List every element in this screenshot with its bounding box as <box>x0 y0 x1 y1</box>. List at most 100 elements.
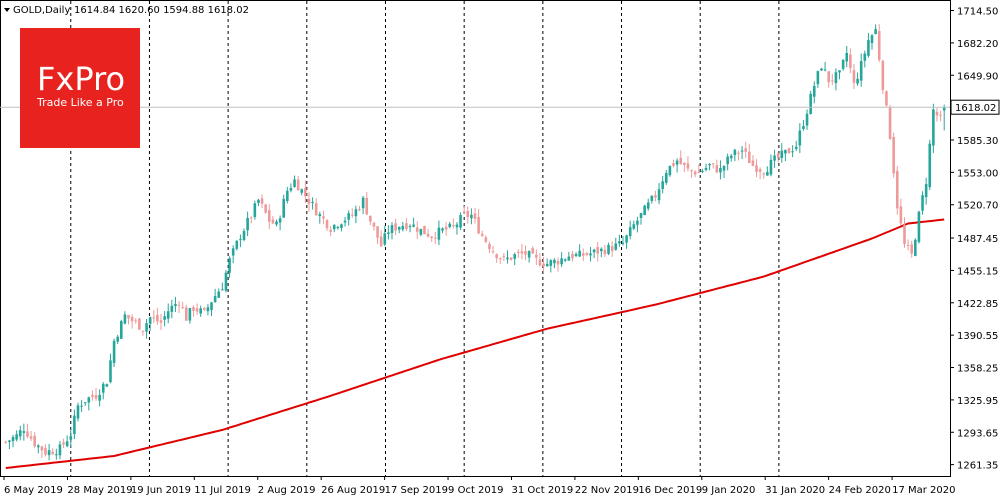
candle-body <box>506 257 509 260</box>
candle-body <box>498 258 502 260</box>
candle <box>419 228 423 237</box>
x-tick-label: 22 Nov 2019 <box>575 485 639 496</box>
candle <box>369 215 372 226</box>
candle-body <box>733 149 737 156</box>
candle <box>300 188 304 196</box>
candle <box>462 205 466 214</box>
candle <box>199 305 203 317</box>
candle <box>773 149 776 168</box>
candle <box>722 165 726 178</box>
candle <box>336 225 340 230</box>
candle <box>394 218 397 236</box>
candle-body <box>585 253 589 255</box>
candle-body <box>322 216 325 219</box>
candle-body <box>419 228 423 235</box>
candle <box>112 338 116 367</box>
candle-body <box>62 442 65 445</box>
candle <box>737 150 740 161</box>
candle-body <box>827 71 831 83</box>
candle-body <box>776 153 780 158</box>
candle-body <box>405 223 408 230</box>
candle <box>867 32 870 58</box>
x-tick-label: 31 Jan 2020 <box>765 485 825 496</box>
candle-body <box>40 446 44 451</box>
candle-body <box>166 311 170 319</box>
candle-body <box>423 225 426 235</box>
candle <box>22 423 26 441</box>
candle <box>636 216 639 233</box>
candle-body <box>939 114 942 116</box>
candle <box>101 382 105 400</box>
candle <box>62 438 65 449</box>
candle <box>744 141 747 158</box>
candle-body <box>188 308 192 321</box>
candle-body <box>387 232 390 235</box>
candle <box>758 167 762 180</box>
candle-body <box>581 253 585 256</box>
candle-body <box>65 441 69 447</box>
candle <box>91 390 94 401</box>
candle <box>895 166 899 215</box>
candle-body <box>307 199 311 204</box>
candle-body <box>470 214 473 219</box>
candle-body <box>657 189 661 201</box>
candle <box>520 243 524 260</box>
candle <box>275 219 278 227</box>
candle <box>910 240 914 258</box>
moving-average-line <box>5 218 945 469</box>
candle-body <box>163 316 166 320</box>
candle <box>509 257 513 261</box>
candle-body <box>679 157 683 164</box>
candle <box>672 159 675 168</box>
candle <box>210 301 213 317</box>
ohlc-readout: 1614.84 1620.60 1594.88 1618.02 <box>74 5 249 16</box>
candle <box>376 226 379 245</box>
triangle-down-icon[interactable] <box>4 8 10 12</box>
candle <box>527 250 531 263</box>
candle-body <box>203 307 206 310</box>
candle-body <box>607 244 610 254</box>
candle <box>206 304 210 316</box>
candle <box>625 234 628 249</box>
candle-body <box>563 259 567 261</box>
candle <box>358 205 361 212</box>
candle-body <box>784 149 787 154</box>
candle <box>592 248 596 259</box>
candle <box>571 251 574 262</box>
candle <box>8 439 11 450</box>
candle-body <box>246 217 249 231</box>
candle-body <box>488 243 491 250</box>
candle-body <box>831 80 834 82</box>
x-tick-label: 6 May 2019 <box>4 485 63 496</box>
x-tick-label: 2 Aug 2019 <box>258 485 316 496</box>
candle-body <box>466 210 470 218</box>
candle-body <box>87 397 91 403</box>
candle-body <box>145 323 148 332</box>
y-tick-label: 1714.50 <box>957 7 998 18</box>
candle-body <box>672 163 675 166</box>
candle <box>545 258 549 267</box>
candle-body <box>390 225 394 233</box>
candle-body <box>888 107 892 140</box>
candle-body <box>719 167 722 173</box>
logo-background <box>20 28 140 148</box>
candle <box>924 177 928 205</box>
candle-body <box>4 441 8 443</box>
candle-body <box>737 152 740 154</box>
candle <box>307 192 311 212</box>
candle-body <box>856 78 859 84</box>
candle <box>15 430 18 442</box>
candle-body <box>592 249 596 253</box>
candle-body <box>704 167 708 170</box>
candle <box>329 225 332 237</box>
candle <box>347 210 350 226</box>
candle-body <box>766 171 769 176</box>
candle-body <box>257 199 260 203</box>
candle-body <box>130 316 134 322</box>
candle <box>119 319 123 339</box>
candle <box>192 305 195 317</box>
candle-body <box>697 172 701 174</box>
candle <box>51 448 55 455</box>
price-axis: 1714.50 1682.20 1649.90 1585.30 1553.00 1520.… <box>950 7 1000 472</box>
